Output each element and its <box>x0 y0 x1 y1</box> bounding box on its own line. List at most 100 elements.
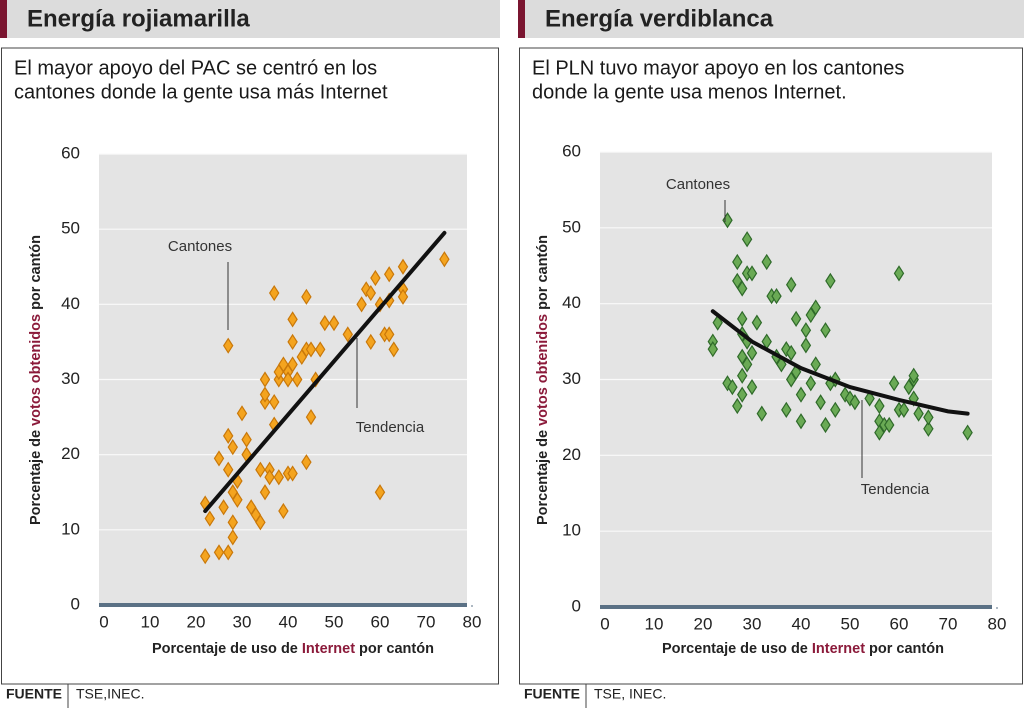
point <box>255 461 266 478</box>
point <box>374 484 386 501</box>
point <box>746 265 758 282</box>
x-tick-label: 50 <box>325 612 344 631</box>
point <box>227 439 239 456</box>
chart-subtitle: El PLN tuvo mayor apoyo en los cantones <box>532 57 904 79</box>
point <box>913 405 924 422</box>
point <box>732 253 743 271</box>
x-tick-label: 60 <box>371 612 390 631</box>
point <box>746 378 758 396</box>
chart-title: Energía verdiblanca <box>545 5 774 32</box>
point <box>751 314 763 331</box>
chart-panel: Energía rojiamarilla El mayor apoyo del P… <box>0 0 500 708</box>
point <box>839 386 851 403</box>
panel-border <box>1 47 499 685</box>
chart-subtitle: El mayor apoyo del PAC se centró en los <box>14 57 377 79</box>
point <box>795 413 807 430</box>
point <box>923 409 934 426</box>
x-tick-label: 50 <box>841 614 860 633</box>
point <box>218 499 229 516</box>
point <box>874 397 885 415</box>
point <box>776 356 787 373</box>
point <box>864 390 875 407</box>
point <box>282 371 294 388</box>
y-tick-label: 60 <box>562 141 581 160</box>
x-axis-label: Porcentaje de uso de Internet por cantón <box>152 641 434 657</box>
x-axis-label-part: Porcentaje de uso de <box>152 641 298 657</box>
point <box>287 311 298 328</box>
chart-panel: Energía verdiblanca El PLN tuvo mayor apo… <box>518 0 1024 708</box>
point <box>236 405 248 422</box>
y-axis-label-part: votos obtenidos <box>28 314 44 426</box>
annotation: Tendencia <box>861 481 930 498</box>
point <box>365 333 377 351</box>
source: TSE, INEC. <box>594 686 666 702</box>
point <box>736 367 748 384</box>
point <box>259 484 271 501</box>
x-tick-label: 30 <box>233 612 252 631</box>
point <box>305 341 317 358</box>
x-tick-label: 70 <box>417 612 436 631</box>
point <box>785 344 797 362</box>
point <box>771 287 782 305</box>
annotation: Cantones <box>666 176 730 193</box>
point <box>810 299 821 316</box>
x-axis-label-part: Porcentaje de uso de <box>662 641 808 657</box>
point <box>903 378 915 396</box>
point <box>287 333 298 351</box>
point <box>259 371 271 388</box>
point <box>805 375 817 392</box>
point <box>825 272 836 290</box>
point <box>255 514 266 531</box>
x-tick-label: 80 <box>463 612 482 631</box>
point <box>287 465 298 482</box>
y-axis-label-part: Porcentaje de <box>28 430 44 525</box>
point <box>810 356 821 373</box>
header-accent <box>0 0 7 38</box>
y-tick-label: 60 <box>61 143 80 162</box>
point <box>273 469 285 486</box>
point <box>820 416 831 434</box>
y-tick-label: 20 <box>61 444 80 463</box>
point <box>397 258 409 275</box>
x-tick-label: 0 <box>99 612 108 631</box>
point <box>898 401 910 418</box>
point <box>222 337 234 354</box>
x-tick-label: 70 <box>939 614 958 633</box>
y-tick-label: 0 <box>572 596 581 615</box>
point <box>707 341 719 358</box>
point <box>874 424 885 441</box>
point <box>291 371 303 388</box>
point <box>746 344 758 362</box>
point <box>761 253 772 271</box>
point <box>849 394 861 411</box>
point <box>232 491 243 508</box>
x-axis-label: Porcentaje de uso de Internet por cantón <box>662 641 944 657</box>
point <box>204 510 216 527</box>
point <box>732 397 743 415</box>
point <box>736 386 748 403</box>
point <box>319 315 331 332</box>
x-tick-label: 60 <box>890 614 909 633</box>
point <box>741 356 753 373</box>
x-tick-label: 40 <box>792 614 811 633</box>
x-tick-label: 0 <box>600 614 609 633</box>
x-axis-label-part: Internet <box>812 641 865 657</box>
annotation: Cantones <box>168 238 232 255</box>
header-bar <box>518 0 1024 38</box>
point <box>805 306 817 324</box>
x-axis-label-part: por cantón <box>359 641 434 657</box>
y-tick-label: 50 <box>562 217 581 236</box>
point <box>328 315 340 332</box>
point <box>259 386 271 403</box>
y-axis-label-part: Porcentaje de <box>535 430 551 525</box>
source-label: FUENTE <box>6 686 62 702</box>
point <box>199 548 211 565</box>
point <box>785 371 797 388</box>
header-accent <box>518 0 525 38</box>
header-bar <box>0 0 500 38</box>
source: TSE,INEC. <box>76 686 144 702</box>
x-tick-label: 10 <box>141 612 160 631</box>
point <box>790 310 802 327</box>
point <box>388 341 400 358</box>
